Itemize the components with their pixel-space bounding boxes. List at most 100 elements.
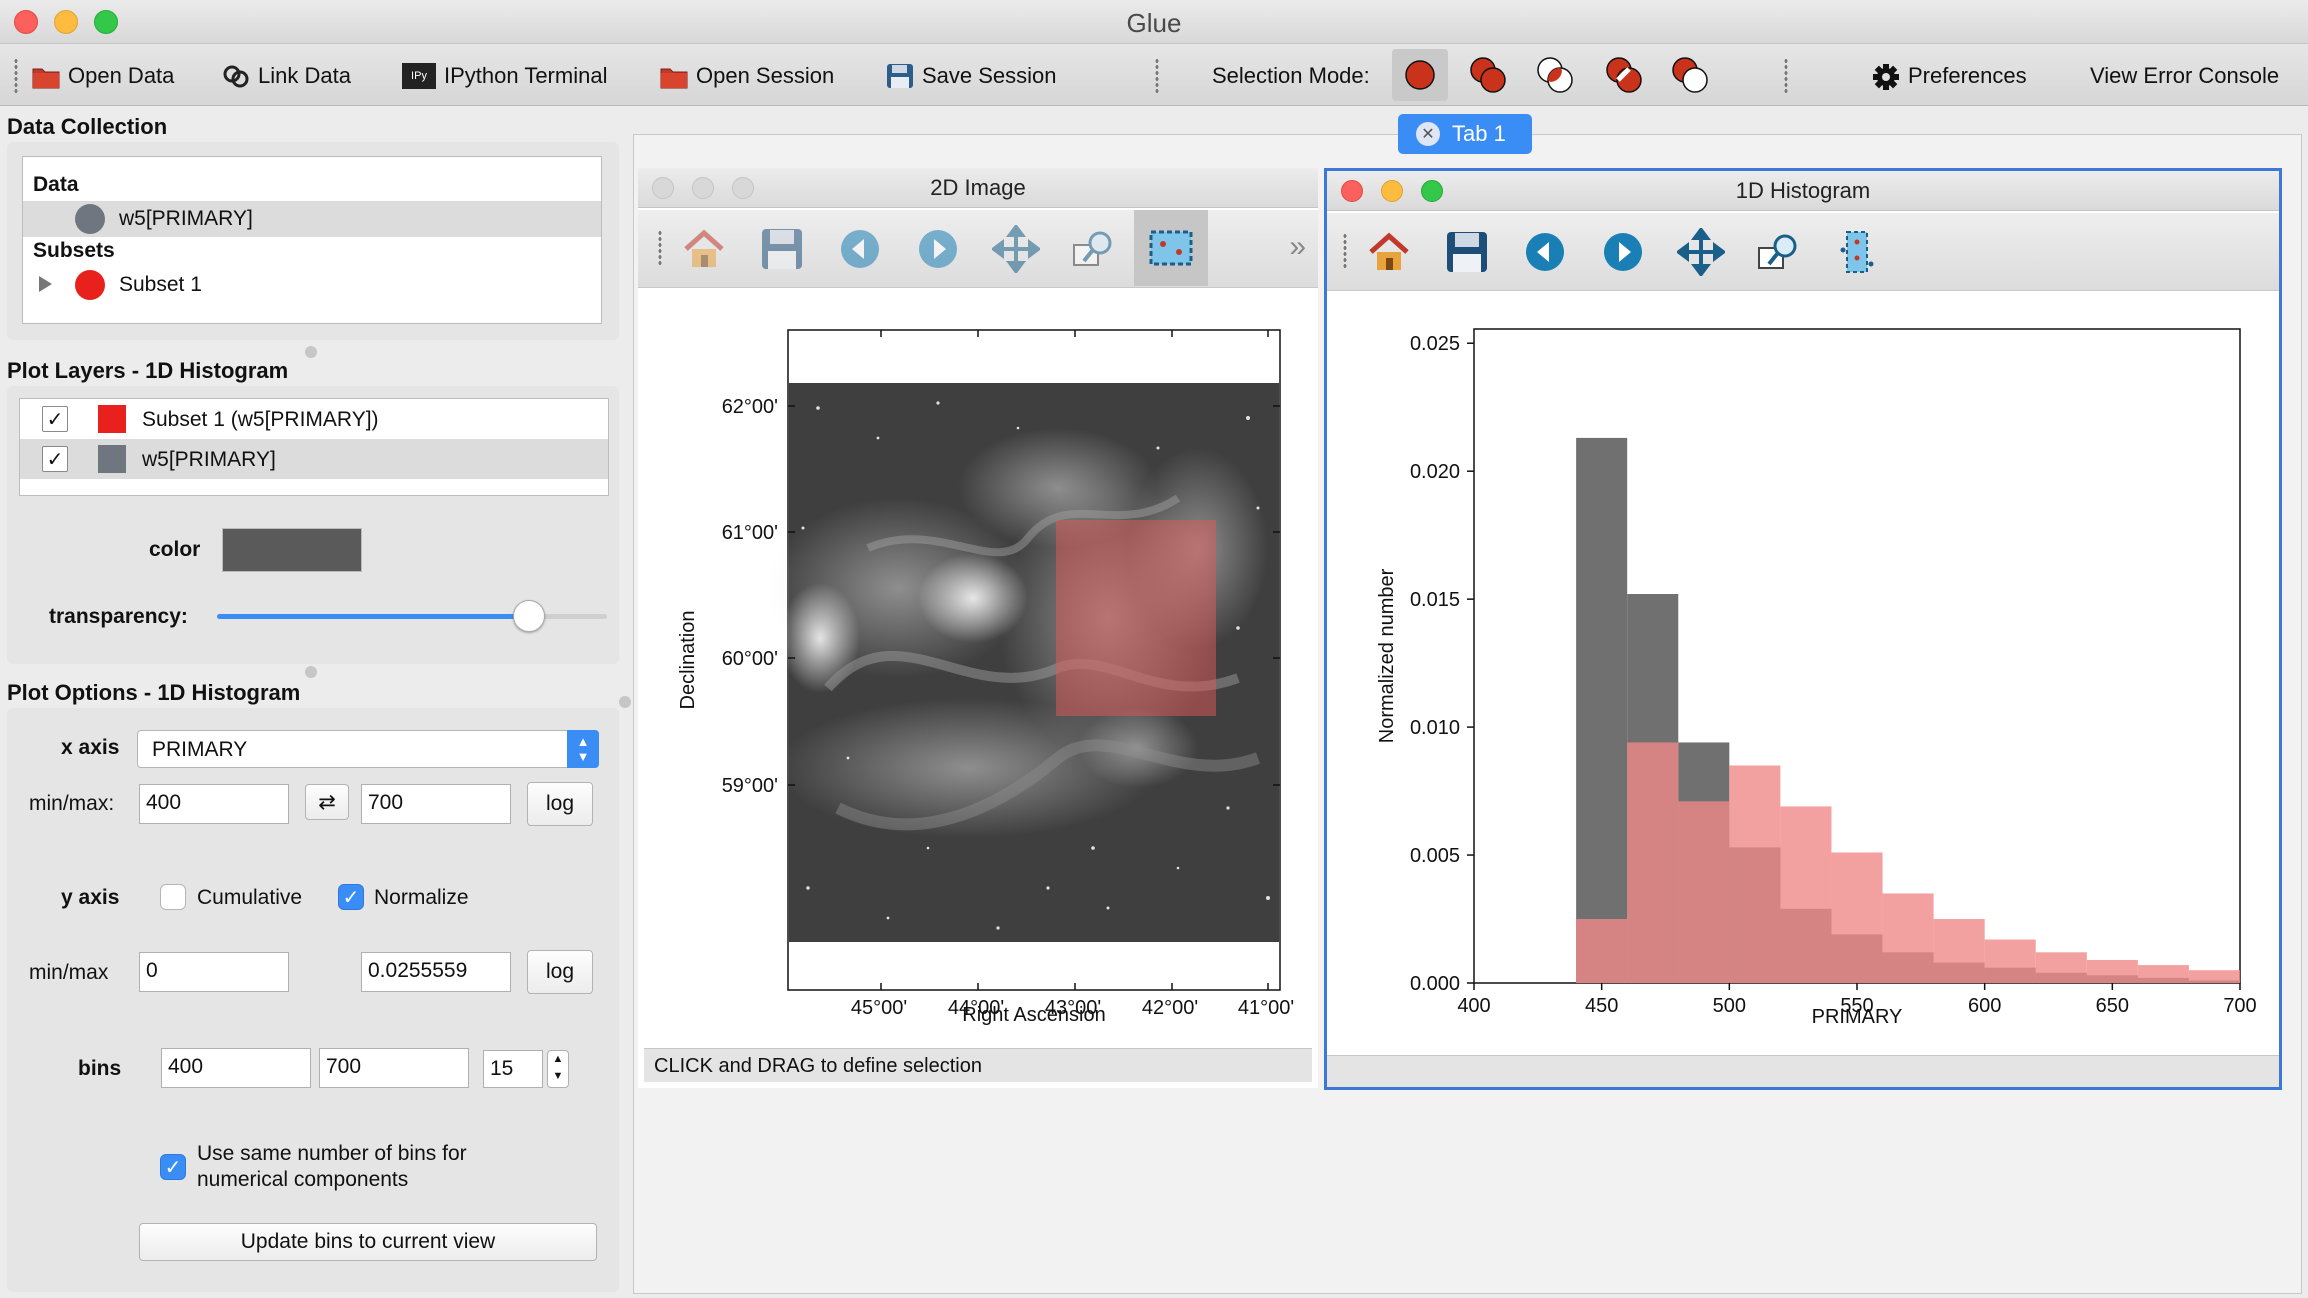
rectangle-select-button[interactable] (1134, 210, 1208, 286)
selection-mode-xor-button[interactable] (1596, 49, 1652, 101)
pan-button[interactable] (986, 220, 1046, 278)
toolbar-grip (658, 230, 662, 266)
pan-button[interactable] (1671, 223, 1731, 281)
image-status-bar: CLICK and DRAG to define selection (644, 1048, 1312, 1082)
preferences-button[interactable]: Preferences (1872, 60, 2027, 92)
link-icon (222, 63, 250, 89)
floppy-disk-icon (1447, 232, 1487, 272)
swap-minmax-button[interactable]: ⇄ (305, 784, 349, 820)
histogram-plot[interactable]: 400 450 500 550 600 650 700 0.000 0.005 0.010 0.0… (1327, 291, 2279, 1033)
x-min-input[interactable]: 400 (139, 784, 289, 824)
image-viewer-toolbar: » (638, 210, 1318, 288)
forward-button[interactable] (1593, 223, 1653, 281)
close-window-button[interactable] (1341, 180, 1363, 202)
image-plot[interactable]: 62°00' 61°00' 60°00' 59°00' 45°00' 44°00' 43°… (638, 288, 1318, 1028)
transparency-slider[interactable] (217, 600, 607, 632)
folder-icon (660, 63, 688, 89)
histogram-bar-subset (1678, 801, 1730, 983)
bins-max-input[interactable]: 700 (319, 1048, 469, 1088)
zoom-window-button[interactable] (94, 10, 118, 34)
subset-item-row[interactable]: Subset 1 (23, 267, 601, 303)
histogram-viewer-titlebar: 1D Histogram (1327, 171, 2279, 211)
gear-icon (1872, 63, 1900, 90)
zoom-button[interactable] (1064, 220, 1124, 278)
plot-layers-title: Plot Layers - 1D Histogram (7, 358, 289, 383)
cumulative-checkbox[interactable] (160, 884, 186, 910)
forward-button[interactable] (908, 220, 968, 278)
subset-color-swatch (75, 270, 105, 300)
circle-intersection-icon (1537, 57, 1573, 93)
home-button[interactable] (1359, 223, 1419, 281)
more-tools-icon[interactable]: » (1289, 230, 1306, 263)
back-button[interactable] (830, 220, 890, 278)
save-figure-button[interactable] (752, 220, 812, 278)
open-session-button[interactable]: Open Session (660, 60, 834, 92)
same-bins-checkbox[interactable]: ✓ (160, 1154, 186, 1180)
y-max-input[interactable]: 0.0255559 (361, 952, 511, 992)
bins-min-input[interactable]: 400 (161, 1048, 311, 1088)
arrow-right-icon (1604, 233, 1642, 271)
layer-visible-checkbox[interactable]: ✓ (42, 446, 68, 472)
y-tick-label: 59°00' (722, 775, 778, 797)
zoom-button[interactable] (1749, 223, 1809, 281)
splitter-handle[interactable] (305, 346, 317, 358)
histogram-bar-subset (1576, 919, 1628, 983)
subset-roi-rectangle[interactable] (1056, 520, 1216, 716)
bins-stepper[interactable]: ▲ ▼ (547, 1050, 569, 1088)
zoom-window-button[interactable] (732, 177, 754, 199)
color-picker-button[interactable] (222, 528, 362, 572)
x-range-icon (1840, 231, 1874, 273)
normalize-checkbox[interactable]: ✓ (338, 884, 364, 910)
close-window-button[interactable] (14, 10, 38, 34)
plot-options-title: Plot Options - 1D Histogram (7, 680, 301, 705)
home-button[interactable] (674, 220, 734, 278)
x-range-select-button[interactable] (1827, 223, 1887, 281)
x-log-button[interactable]: log (527, 782, 593, 826)
image-viewer-title: 2D Image (930, 175, 1026, 200)
data-item-row[interactable]: w5[PRIMARY] (23, 201, 601, 237)
minimize-window-button[interactable] (692, 177, 714, 199)
splitter-handle[interactable] (305, 666, 317, 678)
x-max-input[interactable]: 700 (361, 784, 511, 824)
layer-visible-checkbox[interactable]: ✓ (42, 406, 68, 432)
ipython-terminal-button[interactable]: IPy IPython Terminal (402, 60, 607, 92)
transparency-slider-fill (217, 614, 529, 619)
view-error-console-button[interactable]: View Error Console (2090, 63, 2280, 88)
x-axis-select[interactable]: PRIMARY ▲ ▼ (137, 730, 599, 768)
close-window-button[interactable] (652, 177, 674, 199)
roi-rectangle-icon (1149, 230, 1193, 266)
plot-layers-list[interactable]: ✓ Subset 1 (w5[PRIMARY]) ✓ w5[PRIMARY] (19, 398, 609, 496)
open-data-button[interactable]: Open Data (32, 60, 174, 92)
link-data-button[interactable]: Link Data (222, 60, 351, 92)
transparency-slider-handle[interactable] (513, 600, 545, 632)
y-log-button[interactable]: log (527, 950, 593, 994)
layer-row[interactable]: ✓ w5[PRIMARY] (20, 439, 608, 479)
minimize-window-button[interactable] (54, 10, 78, 34)
toolbar-grip[interactable] (14, 58, 18, 94)
selection-mode-replace-button[interactable] (1392, 49, 1448, 101)
expand-arrow-icon[interactable] (39, 276, 52, 292)
selection-mode-or-button[interactable] (1460, 49, 1516, 101)
x-minmax-label: min/max: (29, 792, 115, 815)
folder-icon (32, 63, 60, 89)
save-session-button[interactable]: Save Session (886, 60, 1057, 92)
y-min-input[interactable]: 0 (139, 952, 289, 992)
layer-color-swatch (98, 445, 126, 473)
zoom-rect-icon (1758, 234, 1797, 269)
update-bins-button[interactable]: Update bins to current view (139, 1223, 597, 1261)
zoom-window-button[interactable] (1421, 180, 1443, 202)
y-tick-label: 0.015 (1410, 589, 1460, 611)
selection-mode-and-button[interactable] (1527, 49, 1583, 101)
data-collection-list[interactable]: Data w5[PRIMARY] Subsets Subset 1 (22, 156, 602, 324)
splitter-handle[interactable] (619, 696, 631, 708)
y-axis-label: Normalized number (1376, 568, 1398, 743)
back-button[interactable] (1515, 223, 1575, 281)
arrow-left-icon (1526, 233, 1564, 271)
save-figure-button[interactable] (1437, 223, 1497, 281)
close-tab-icon[interactable]: ✕ (1416, 122, 1440, 146)
tab-1[interactable]: ✕ Tab 1 (1398, 114, 1532, 154)
minimize-window-button[interactable] (1381, 180, 1403, 202)
selection-mode-andnot-button[interactable] (1662, 49, 1718, 101)
layer-row[interactable]: ✓ Subset 1 (w5[PRIMARY]) (20, 399, 608, 439)
bins-count-input[interactable]: 15 (483, 1050, 543, 1088)
